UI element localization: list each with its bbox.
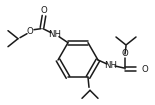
Text: O: O <box>41 6 47 15</box>
Text: NH: NH <box>49 30 62 39</box>
Text: O: O <box>141 64 148 74</box>
Text: O: O <box>27 27 33 36</box>
Text: O: O <box>122 49 128 58</box>
Text: NH: NH <box>104 60 117 70</box>
